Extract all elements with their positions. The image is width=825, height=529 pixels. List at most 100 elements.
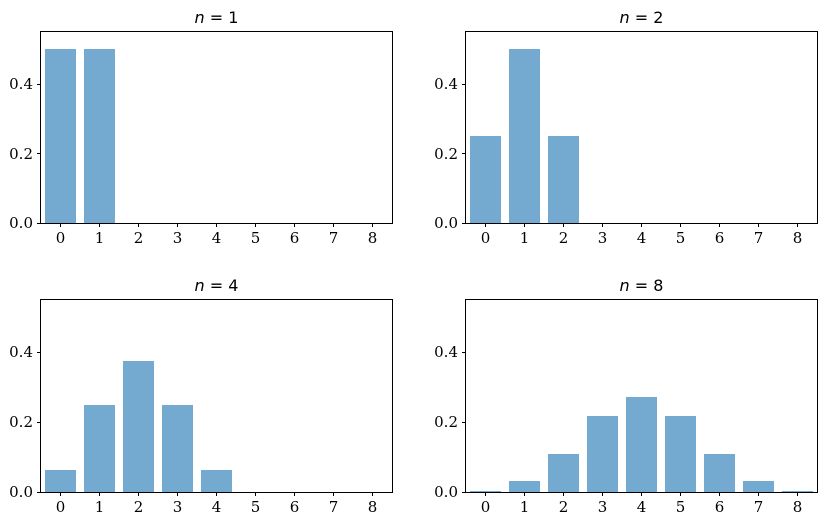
x-tick-label: 1 [94,498,105,516]
x-tick-label: 7 [328,498,339,516]
title-variable: n [619,276,630,295]
y-tick-mark [37,491,41,493]
y-tick-mark [37,83,41,85]
x-tick-label: 2 [558,229,569,247]
x-tick-label: 5 [250,498,261,516]
x-tick-label: 7 [753,229,764,247]
x-tick-label: 3 [597,229,608,247]
bar-x2 [547,453,580,492]
bar-x5 [664,415,697,492]
x-tick-mark [177,223,178,227]
x-tick-mark [333,223,334,227]
x-tick-label: 7 [753,498,764,516]
title-variable: n [194,8,205,27]
title-rest: = 1 [204,8,239,27]
title-variable: n [194,276,205,295]
bar-x4 [625,396,658,492]
y-tick-label: 0.4 [9,75,33,94]
x-tick-label: 5 [250,229,261,247]
x-tick-mark [294,223,295,227]
bar-x1 [508,49,541,223]
bar-x1 [83,49,116,223]
x-tick-mark [602,223,603,227]
y-tick-mark [462,153,466,155]
x-tick-label: 8 [792,229,803,247]
x-tick-label: 2 [133,498,144,516]
x-tick-mark [138,223,139,227]
bar-x0 [469,490,502,492]
x-tick-mark [485,223,486,227]
y-tick-label: 0.0 [9,214,33,232]
x-tick-mark [758,223,759,227]
x-tick-label: 0 [55,498,66,516]
x-tick-label: 1 [519,498,530,516]
bar-x6 [703,453,736,492]
bar-x7 [742,481,775,492]
x-tick-label: 6 [289,498,300,516]
y-tick-label: 0.2 [9,413,33,432]
x-tick-mark [99,223,100,227]
subplot-title: n = 1 [41,8,392,27]
x-tick-mark [216,492,217,496]
y-tick-mark [37,351,41,353]
x-tick-mark [719,223,720,227]
x-tick-mark [524,223,525,227]
x-tick-label: 8 [367,498,378,516]
title-rest: = 8 [629,276,664,295]
bar-x3 [161,404,194,492]
bar-x4 [200,470,233,492]
y-tick-mark [462,351,466,353]
x-tick-mark [99,492,100,496]
x-tick-mark [333,492,334,496]
x-tick-mark [60,492,61,496]
y-tick-label: 0.2 [434,413,458,432]
x-tick-mark [372,223,373,227]
bar-x0 [469,136,502,223]
bar-x1 [508,481,541,492]
x-tick-mark [563,223,564,227]
x-tick-label: 8 [792,498,803,516]
x-tick-label: 0 [480,229,491,247]
x-tick-label: 3 [597,498,608,516]
x-tick-label: 7 [328,229,339,247]
x-tick-label: 1 [94,229,105,247]
x-tick-mark [680,492,681,496]
x-tick-mark [255,223,256,227]
subplot-title: n = 8 [466,276,817,295]
x-tick-label: 8 [367,229,378,247]
x-tick-label: 0 [480,498,491,516]
title-rest: = 2 [629,8,664,27]
x-tick-mark [641,223,642,227]
x-tick-mark [758,492,759,496]
bar-x3 [586,415,619,492]
y-tick-mark [37,222,41,224]
subplot-n4: n = 4 0 1 2 3 4 5 6 7 8 0.0 0.2 0.4 [9,276,393,516]
y-tick-label: 0.2 [9,144,33,163]
y-tick-mark [462,421,466,423]
x-tick-label: 2 [558,498,569,516]
bar-x0 [44,49,77,223]
y-tick-mark [462,83,466,85]
x-tick-label: 5 [675,498,686,516]
y-tick-mark [37,153,41,155]
x-tick-label: 4 [211,498,222,516]
x-tick-label: 6 [289,229,300,247]
x-tick-label: 6 [714,498,725,516]
x-tick-mark [719,492,720,496]
subplot-title: n = 2 [466,8,817,27]
x-tick-mark [216,223,217,227]
y-tick-label: 0.0 [434,483,458,501]
x-tick-label: 3 [172,229,183,247]
x-tick-label: 4 [211,229,222,247]
x-tick-mark [563,492,564,496]
x-tick-mark [602,492,603,496]
y-tick-label: 0.4 [434,343,458,362]
title-rest: = 4 [204,276,239,295]
y-tick-label: 0.0 [9,483,33,501]
x-tick-mark [524,492,525,496]
x-tick-mark [255,492,256,496]
x-tick-mark [485,492,486,496]
x-tick-label: 4 [636,498,647,516]
x-tick-mark [177,492,178,496]
